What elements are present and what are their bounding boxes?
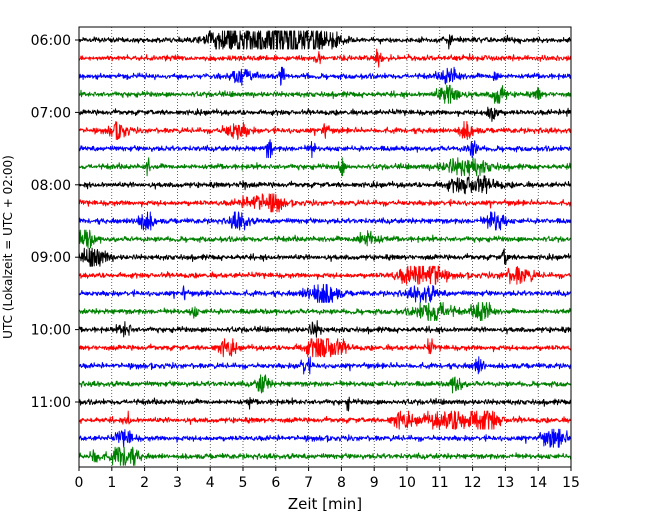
- trace-0845: [78, 229, 572, 249]
- y-axis: 06:00 07:00 08:00 09:00 10:00 11:00: [31, 33, 79, 411]
- trace-1115: [78, 410, 572, 430]
- y-tick-label: 11:00: [31, 395, 71, 411]
- trace-1130: [78, 428, 572, 448]
- x-tick-label: 0: [75, 475, 84, 491]
- x-tick-label: 14: [529, 475, 547, 491]
- trace-1145: [78, 446, 572, 466]
- plot-area: [79, 27, 571, 467]
- trace-0930: [78, 283, 572, 303]
- trace-0900: [78, 247, 572, 267]
- x-grid: [111, 27, 539, 467]
- x-tick-label: 8: [337, 475, 346, 491]
- y-tick-label: 09:00: [31, 250, 71, 266]
- y-axis-label: UTC (Lokalzeit = UTC + 02:00): [1, 155, 15, 339]
- x-tick-label: 2: [140, 475, 149, 491]
- x-tick-label: 3: [173, 475, 182, 491]
- trace-0715: [78, 121, 572, 140]
- x-tick-label: 4: [206, 475, 215, 491]
- x-tick-label: 5: [239, 475, 248, 491]
- seismic-traces: [78, 30, 572, 466]
- trace-0945: [78, 302, 572, 321]
- trace-0830: [78, 211, 572, 231]
- x-axis-label: Zeit [min]: [288, 495, 362, 513]
- trace-1045: [78, 374, 572, 394]
- trace-0630: [78, 66, 572, 86]
- trace-0815: [78, 193, 572, 213]
- x-tick-label: 15: [562, 475, 580, 491]
- trace-1000: [78, 320, 572, 338]
- x-tick-label: 10: [398, 475, 416, 491]
- y-tick-label: 07:00: [31, 105, 71, 121]
- x-tick-label: 12: [464, 475, 482, 491]
- trace-0800: [78, 175, 572, 195]
- x-tick-label: 1: [107, 475, 116, 491]
- x-tick-label: 6: [271, 475, 280, 491]
- trace-0915: [78, 265, 572, 285]
- trace-1100: [78, 396, 572, 412]
- plot-frame: [78, 26, 572, 468]
- x-tick-label: 7: [304, 475, 313, 491]
- trace-0615: [78, 48, 572, 68]
- trace-0745: [78, 157, 572, 177]
- trace-0645: [78, 84, 572, 104]
- y-tick-label: 10:00: [31, 323, 71, 339]
- x-axis: 0 1 2 3 4 5 6 7 8 9 10 11 12 13 14 15: [75, 467, 580, 491]
- trace-1015: [78, 338, 572, 358]
- trace-0730: [78, 139, 572, 159]
- y-tick-label: 06:00: [31, 33, 71, 49]
- trace-0600: [78, 30, 572, 50]
- trace-0700: [78, 106, 572, 122]
- x-tick-label: 9: [370, 475, 379, 491]
- trace-1030: [78, 356, 572, 375]
- x-tick-label: 13: [496, 475, 514, 491]
- x-tick-label: 11: [431, 475, 449, 491]
- y-tick-label: 08:00: [31, 178, 71, 194]
